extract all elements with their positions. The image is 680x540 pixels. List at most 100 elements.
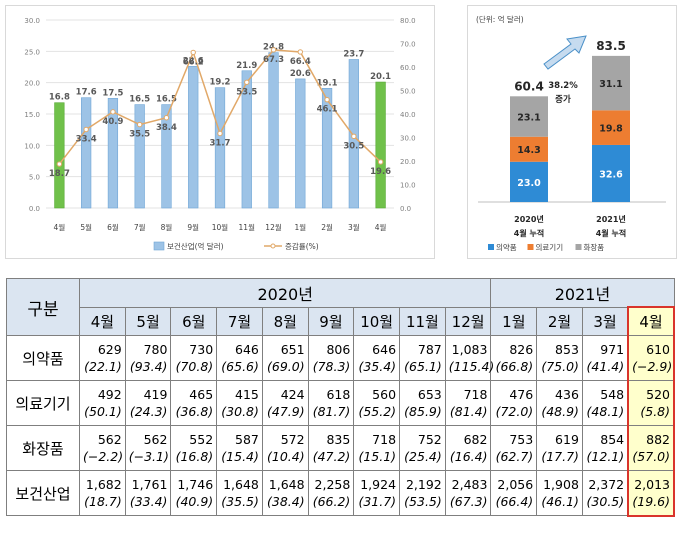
cell-growth-rate: (30.8) [221,404,259,419]
cell-value: 548 [600,387,625,402]
cell-value: 2,192 [405,477,442,492]
growth-rate-label: 33.4 [76,135,97,145]
row-label: 의료기기 [6,380,80,426]
table-cell: 971 (41.4) [581,335,629,381]
month-header: 11월 [399,306,446,336]
cell-growth-rate: (65.6) [221,359,259,374]
cell-growth-rate: (19.6) [632,493,670,509]
cell-value: 465 [189,387,214,402]
table-cell: 2,056 (66.4) [490,470,538,516]
table-cell: 492 (50.1) [79,380,126,426]
legend-swatch-bars [153,241,165,251]
y-tick-label: 30.0 [24,17,40,25]
cell-value: 629 [97,342,122,357]
table-cell: 646 (35.4) [353,335,401,381]
cell-value: 646 [235,342,259,357]
month-header: 6월 [170,306,218,336]
month-header: 10월 [353,306,401,336]
growth-rate-point [377,159,384,165]
cell-growth-rate: (81.4) [449,404,488,419]
cell-growth-rate: (25.4) [404,449,442,464]
x-tick-label: 4월 [54,222,66,232]
legend-label-bars: 보건산업(억 달러) [167,241,224,251]
cell-value: 787 [417,342,442,357]
table-cell: 806 (78.3) [307,335,355,381]
cell-value: 1,083 [451,342,488,357]
month-header-row: 4월 5월 6월 7월 8월 9월 10월 11월 12월 1월 2월 3월 4월 [7,306,675,336]
cell-value: 424 [280,387,305,402]
bar [375,81,386,209]
legend-label-line: 증감률(%) [285,241,319,251]
cumulative-stacked-chart: (단위: 억 달러) 23.0 14.3 23.1 60.4 2020년 4월 누적 32.6… [476,14,666,252]
table-cell: 436 (48.9) [536,380,583,426]
table-cell: 587 (15.4) [216,425,263,471]
bar [321,88,333,209]
cell-value: 752 [417,432,442,447]
cell-growth-rate: (40.9) [175,494,214,509]
growth-rate-label: 46.1 [317,105,338,115]
category-period-label: 4월 누적 [514,228,544,238]
table-cell: 548 (48.1) [581,380,629,426]
cell-value: 520 [646,387,670,402]
table-row: 화장품 562 (−2.2) 562 (−3.1) 552 (16.8) 587 (15.4) 5… [6,425,675,471]
table-cell: 520 (5.8) [627,380,675,426]
x-tick-label: 9월 [187,222,199,232]
cell-growth-rate: (66.8) [495,359,534,374]
cell-value: 826 [509,342,534,357]
table-cell: 619 (17.7) [536,425,583,471]
bar [268,52,279,209]
cell-value: 718 [372,432,397,447]
segment-value-label: 32.6 [599,169,623,180]
cell-growth-rate: (78.3) [312,359,351,374]
x-tick-label: 6월 [107,222,119,232]
growth-rate-point [324,96,330,103]
x-tick-label: 4월 [375,222,387,232]
cell-growth-rate: (93.4) [129,359,168,374]
y2-tick-label: 30.0 [400,135,416,143]
month-header: 7월 [216,306,263,336]
stack-segment [592,110,630,145]
year-header-2021: 2021년 [490,278,675,308]
cell-growth-rate: (70.8) [175,359,214,374]
cell-value: 587 [235,432,259,447]
cell-growth-rate: (75.0) [541,359,579,374]
export-data-table: 구분 2020년 2021년 4월 5월 6월 7월 8월 9월 10월 11월 12월 1월 2월… [6,278,675,517]
legend-label: 의약품 [496,242,517,252]
table-cell: 552 (16.8) [170,425,218,471]
cell-value: 1,648 [223,477,259,492]
cell-growth-rate: (81.7) [312,404,351,419]
x-tick-label: 8월 [161,222,173,232]
cell-growth-rate: (36.8) [175,404,214,419]
growth-rate-label: 40.9 [102,117,123,127]
table-cell: 718 (81.4) [444,380,492,426]
cell-growth-rate: (69.0) [267,359,305,374]
table-cell: 2,192 (53.5) [399,470,446,516]
growth-annotation-pct: 38.2% [548,81,578,91]
month-header: 12월 [444,306,492,336]
table-cell: 730 (70.8) [170,335,218,381]
cell-value: 562 [143,432,168,447]
growth-rate-point [190,49,196,56]
cell-growth-rate: (57.0) [632,449,670,464]
cell-value: 853 [555,342,579,357]
category-year-label: 2021년 [596,214,626,224]
table-cell: 651 (69.0) [261,335,309,381]
y2-tick-label: 40.0 [400,111,416,119]
table-row: 보건산업 1,682 (18.7) 1,761 (33.4) 1,746 (40.9) 1,6… [6,470,675,517]
table-cell: 682 (16.4) [444,425,492,471]
year-header-2020: 2020년 [78,278,492,308]
cell-value: 610 [646,342,670,357]
segment-value-label: 19.8 [599,124,623,135]
cell-value: 476 [509,387,534,402]
y-tick-label: 0.0 [29,205,40,213]
growth-rate-label: 30.5 [343,141,364,151]
stack-segment [592,144,630,202]
total-label: 60.4 [514,79,544,93]
growth-rate-point [110,109,116,115]
growth-rate-point [217,130,223,137]
y2-tick-label: 60.0 [400,64,416,72]
month-header: 8월 [261,306,309,336]
stack-segment [510,136,548,162]
table-cell: 1,648 (38.4) [261,470,309,516]
bar-value-label: 16.5 [129,95,150,105]
